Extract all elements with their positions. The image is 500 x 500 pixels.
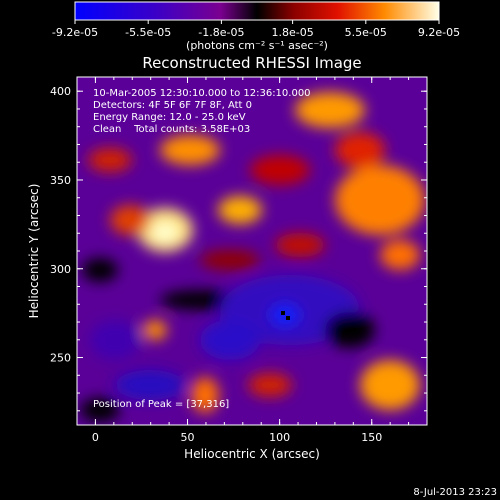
x-tick-label: 50 — [181, 431, 195, 444]
x-tick-label: 150 — [361, 431, 382, 444]
y-tick-label: 300 — [50, 263, 71, 276]
annotation-time-range: 10-Mar-2005 12:30:10.000 to 12:36:10.000 — [93, 88, 311, 99]
annotation-clean-counts: Clean Total counts: 3.58E+03 — [93, 124, 250, 135]
chart-title: Reconstructed RHESSI Image — [142, 54, 361, 72]
colorbar-units: (photons cm⁻² s⁻¹ asec⁻²) — [186, 39, 328, 52]
colorbar — [74, 1, 440, 21]
footer-timestamp: 8-Jul-2013 23:23 — [413, 487, 497, 498]
annotation-peak-position: Position of Peak = [37,316] — [93, 399, 229, 410]
annotation-energy-range: Energy Range: 12.0 - 25.0 keV — [93, 112, 246, 123]
colorbar-ticks — [74, 20, 440, 24]
y-axis-label: Heliocentric Y (arcsec) — [27, 184, 41, 319]
colorbar-tick-label: 1.8e-05 — [271, 26, 313, 39]
y-tick-label: 400 — [50, 85, 71, 98]
y-tick-label: 350 — [50, 174, 71, 187]
x-tick-label: 100 — [269, 431, 290, 444]
colorbar-tick-label: -1.8e-05 — [198, 26, 244, 39]
y-tick-label: 250 — [50, 352, 71, 365]
colorbar-tick-label: 5.5e-05 — [345, 26, 387, 39]
heatmap-image — [77, 77, 427, 425]
colorbar-tick-label: -9.2e-05 — [52, 26, 98, 39]
colorbar-tick-label: -5.5e-05 — [125, 26, 171, 39]
colorbar-tick-label: 9.2e-05 — [418, 26, 460, 39]
x-tick-label: 0 — [92, 431, 99, 444]
x-axis-label: Heliocentric X (arcsec) — [184, 447, 320, 461]
annotation-detectors: Detectors: 4F 5F 6F 7F 8F, Att 0 — [93, 100, 252, 111]
